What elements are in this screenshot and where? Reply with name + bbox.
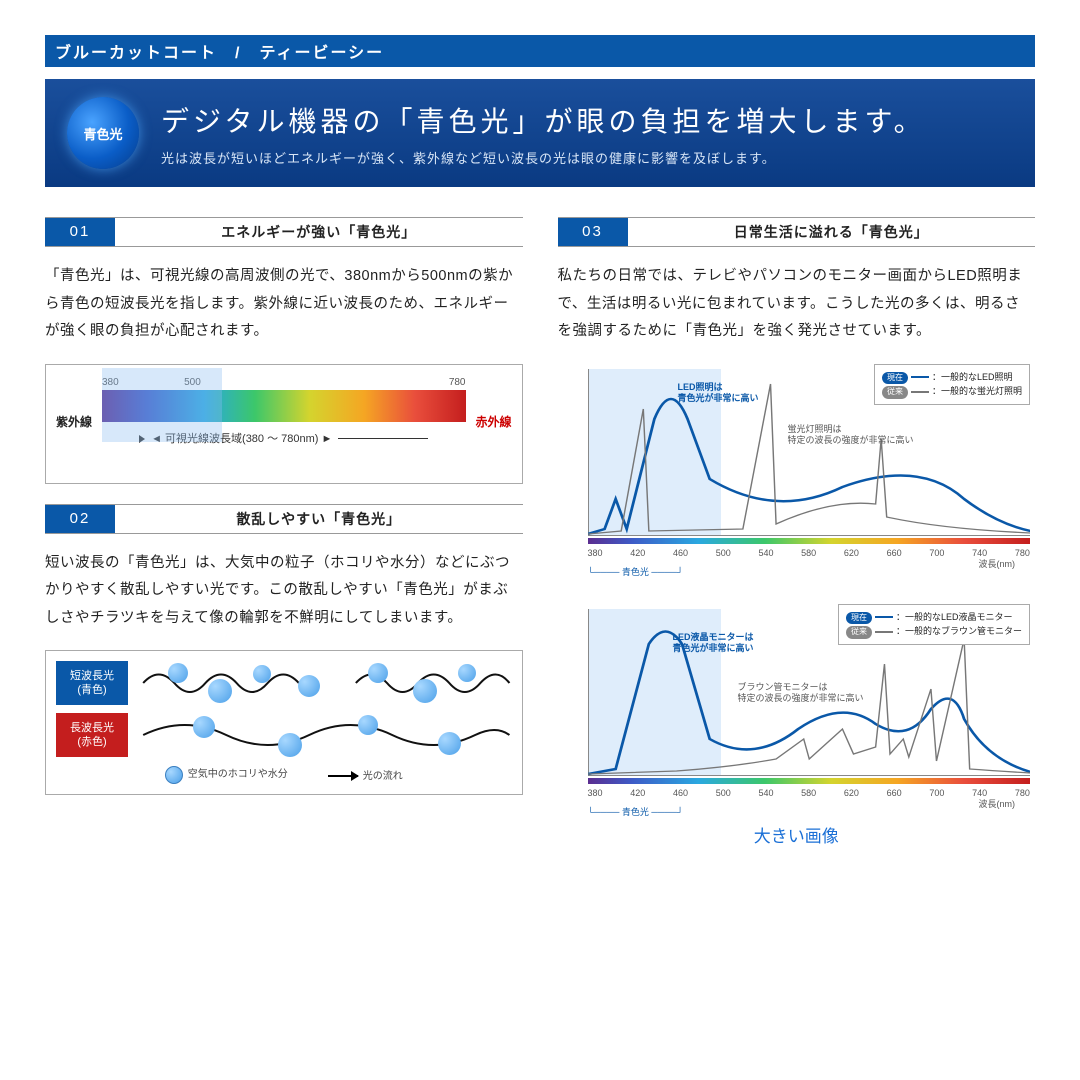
chart2-annot-crt: ブラウン管モニターは 特定の波長の強度が非常に高い <box>738 682 864 705</box>
block-1-header: 01 エネルギーが強い「青色光」 <box>45 217 523 247</box>
particle-icon <box>165 766 183 784</box>
chart2-xticks: 380420460500540580620660700740780 <box>588 788 1031 798</box>
spectrum-diagram: 紫外線 赤外線 380 500 780 ◄ 可視光線波長域(380 〜 780n… <box>45 364 523 484</box>
big-image-link-wrap: 大きい画像 <box>558 822 1036 847</box>
chart1-legend: 現在：一般的なLED照明 従来：一般的な蛍光灯照明 <box>874 364 1030 406</box>
arrow-icon <box>328 775 358 777</box>
block-3-num: 03 <box>558 218 628 246</box>
spectrum-tick-780: 780 <box>449 377 466 388</box>
chart2-annot-led: LED液晶モニターは 青色光が非常に高い <box>673 632 754 655</box>
block-1-title: エネルギーが強い「青色光」 <box>115 218 523 246</box>
chart2-xlabel: 波長(nm) <box>979 797 1016 810</box>
block-1-text: 「青色光」は、可視光線の高周波側の光で、380nmから500nmの紫から青色の短… <box>45 263 523 346</box>
top-bar: ブルーカットコート / ティービーシー <box>45 35 1035 67</box>
scatter-tag-red: 長波長光(赤色) <box>56 713 128 757</box>
block-1-num: 01 <box>45 218 115 246</box>
chart1-annot-fluor: 蛍光灯照明は 特定の波長の強度が非常に高い <box>788 424 914 447</box>
scatter-vis-red <box>138 713 512 757</box>
block-2-header: 02 散乱しやすい「青色光」 <box>45 504 523 534</box>
hero-title: デジタル機器の「青色光」が眼の負担を増大します。 <box>161 100 926 140</box>
chart1-xticks: 380420460500540580620660700740780 <box>588 548 1031 558</box>
hero-subtitle: 光は波長が短いほどエネルギーが強く、紫外線など短い波長の光は眼の健康に影響を及ぼ… <box>161 148 926 167</box>
chart2-brace: └──── 青色光 ────┘ <box>588 805 684 818</box>
left-column: 01 エネルギーが強い「青色光」 「青色光」は、可視光線の高周波側の光で、380… <box>45 217 523 847</box>
block-3-title: 日常生活に溢れる「青色光」 <box>628 218 1036 246</box>
chart1-annot-led: LED照明は 青色光が非常に高い <box>678 382 759 405</box>
chart-lighting: LED照明は 青色光が非常に高い 蛍光灯照明は 特定の波長の強度が非常に高い 現… <box>558 364 1036 564</box>
chart1-brace: └──── 青色光 ────┘ <box>588 565 684 578</box>
spectrum-bar <box>102 390 466 422</box>
chart-monitor: LED液晶モニターは 青色光が非常に高い ブラウン管モニターは 特定の波長の強度… <box>558 604 1036 804</box>
chart2-legend: 現在：一般的なLED液晶モニター 従来：一般的なブラウン管モニター <box>838 604 1030 646</box>
big-image-link[interactable]: 大きい画像 <box>754 827 839 846</box>
scatter-tag-blue: 短波長光(青色) <box>56 661 128 705</box>
block-2-title: 散乱しやすい「青色光」 <box>115 505 523 533</box>
hero-badge: 青色光 <box>67 97 139 169</box>
block-2-text: 短い波長の「青色光」は、大気中の粒子（ホコリや水分）などにぶつかりやすく散乱しや… <box>45 550 523 633</box>
block-3-text: 私たちの日常では、テレビやパソコンのモニター画面からLED照明まで、生活は明るい… <box>558 263 1036 346</box>
spectrum-label-uv: 紫外線 <box>56 413 92 430</box>
right-column: 03 日常生活に溢れる「青色光」 私たちの日常では、テレビやパソコンのモニター画… <box>558 217 1036 847</box>
hero-banner: 青色光 デジタル機器の「青色光」が眼の負担を増大します。 光は波長が短いほどエネ… <box>45 79 1035 187</box>
spectrum-highlight <box>102 368 222 442</box>
block-2-num: 02 <box>45 505 115 533</box>
scatter-diagram: 短波長光(青色) 長波長光(赤 <box>45 650 523 794</box>
chart1-xlabel: 波長(nm) <box>979 557 1016 570</box>
scatter-vis-blue <box>138 661 512 705</box>
scatter-legend: 空気中のホコリや水分 光の流れ <box>56 765 512 783</box>
block-3-header: 03 日常生活に溢れる「青色光」 <box>558 217 1036 247</box>
spectrum-label-ir: 赤外線 <box>475 413 511 430</box>
